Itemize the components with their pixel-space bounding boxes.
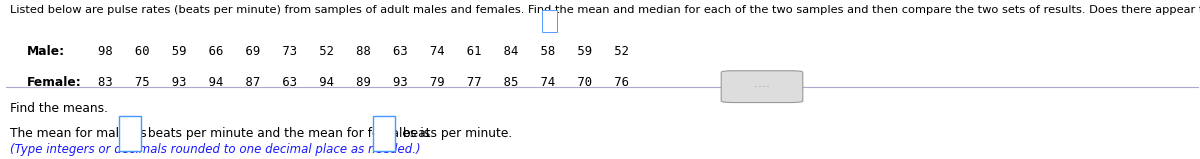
Text: 83   75   93   94   87   63   94   89   93   79   77   85   74   70   76: 83 75 93 94 87 63 94 89 93 79 77 85 74 7…: [98, 76, 629, 89]
Text: beats per minute and the mean for females is: beats per minute and the mean for female…: [144, 127, 434, 140]
Text: beats per minute.: beats per minute.: [398, 127, 512, 140]
Text: · · · ·: · · · ·: [755, 84, 769, 89]
Text: Find the means.: Find the means.: [10, 102, 108, 115]
Text: (Type integers or decimals rounded to one decimal place as needed.): (Type integers or decimals rounded to on…: [10, 143, 420, 156]
FancyBboxPatch shape: [373, 116, 395, 151]
Text: The mean for males is: The mean for males is: [10, 127, 150, 140]
FancyBboxPatch shape: [119, 116, 140, 151]
FancyBboxPatch shape: [721, 71, 803, 103]
Text: 98   60   59   66   69   73   52   88   63   74   61   84   58   59   52: 98 60 59 66 69 73 52 88 63 74 61 84 58 5…: [98, 45, 629, 58]
Text: Listed below are pulse rates (beats per minute) from samples of adult males and : Listed below are pulse rates (beats per …: [10, 5, 1200, 15]
FancyBboxPatch shape: [542, 10, 557, 32]
Text: Male:: Male:: [26, 45, 65, 58]
Text: Female:: Female:: [26, 76, 82, 89]
